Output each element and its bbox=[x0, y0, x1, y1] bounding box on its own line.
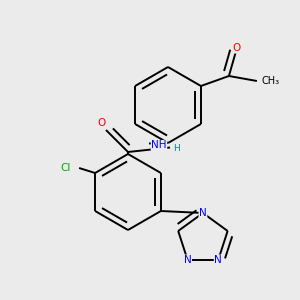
Text: O: O bbox=[97, 118, 105, 128]
Text: O: O bbox=[233, 43, 241, 53]
Text: Cl: Cl bbox=[60, 163, 70, 173]
Text: N: N bbox=[199, 208, 207, 218]
Text: CH₃: CH₃ bbox=[262, 76, 280, 86]
Text: N: N bbox=[214, 255, 222, 265]
Text: H: H bbox=[173, 144, 180, 153]
Text: NH: NH bbox=[151, 140, 167, 151]
Text: N: N bbox=[184, 255, 191, 265]
